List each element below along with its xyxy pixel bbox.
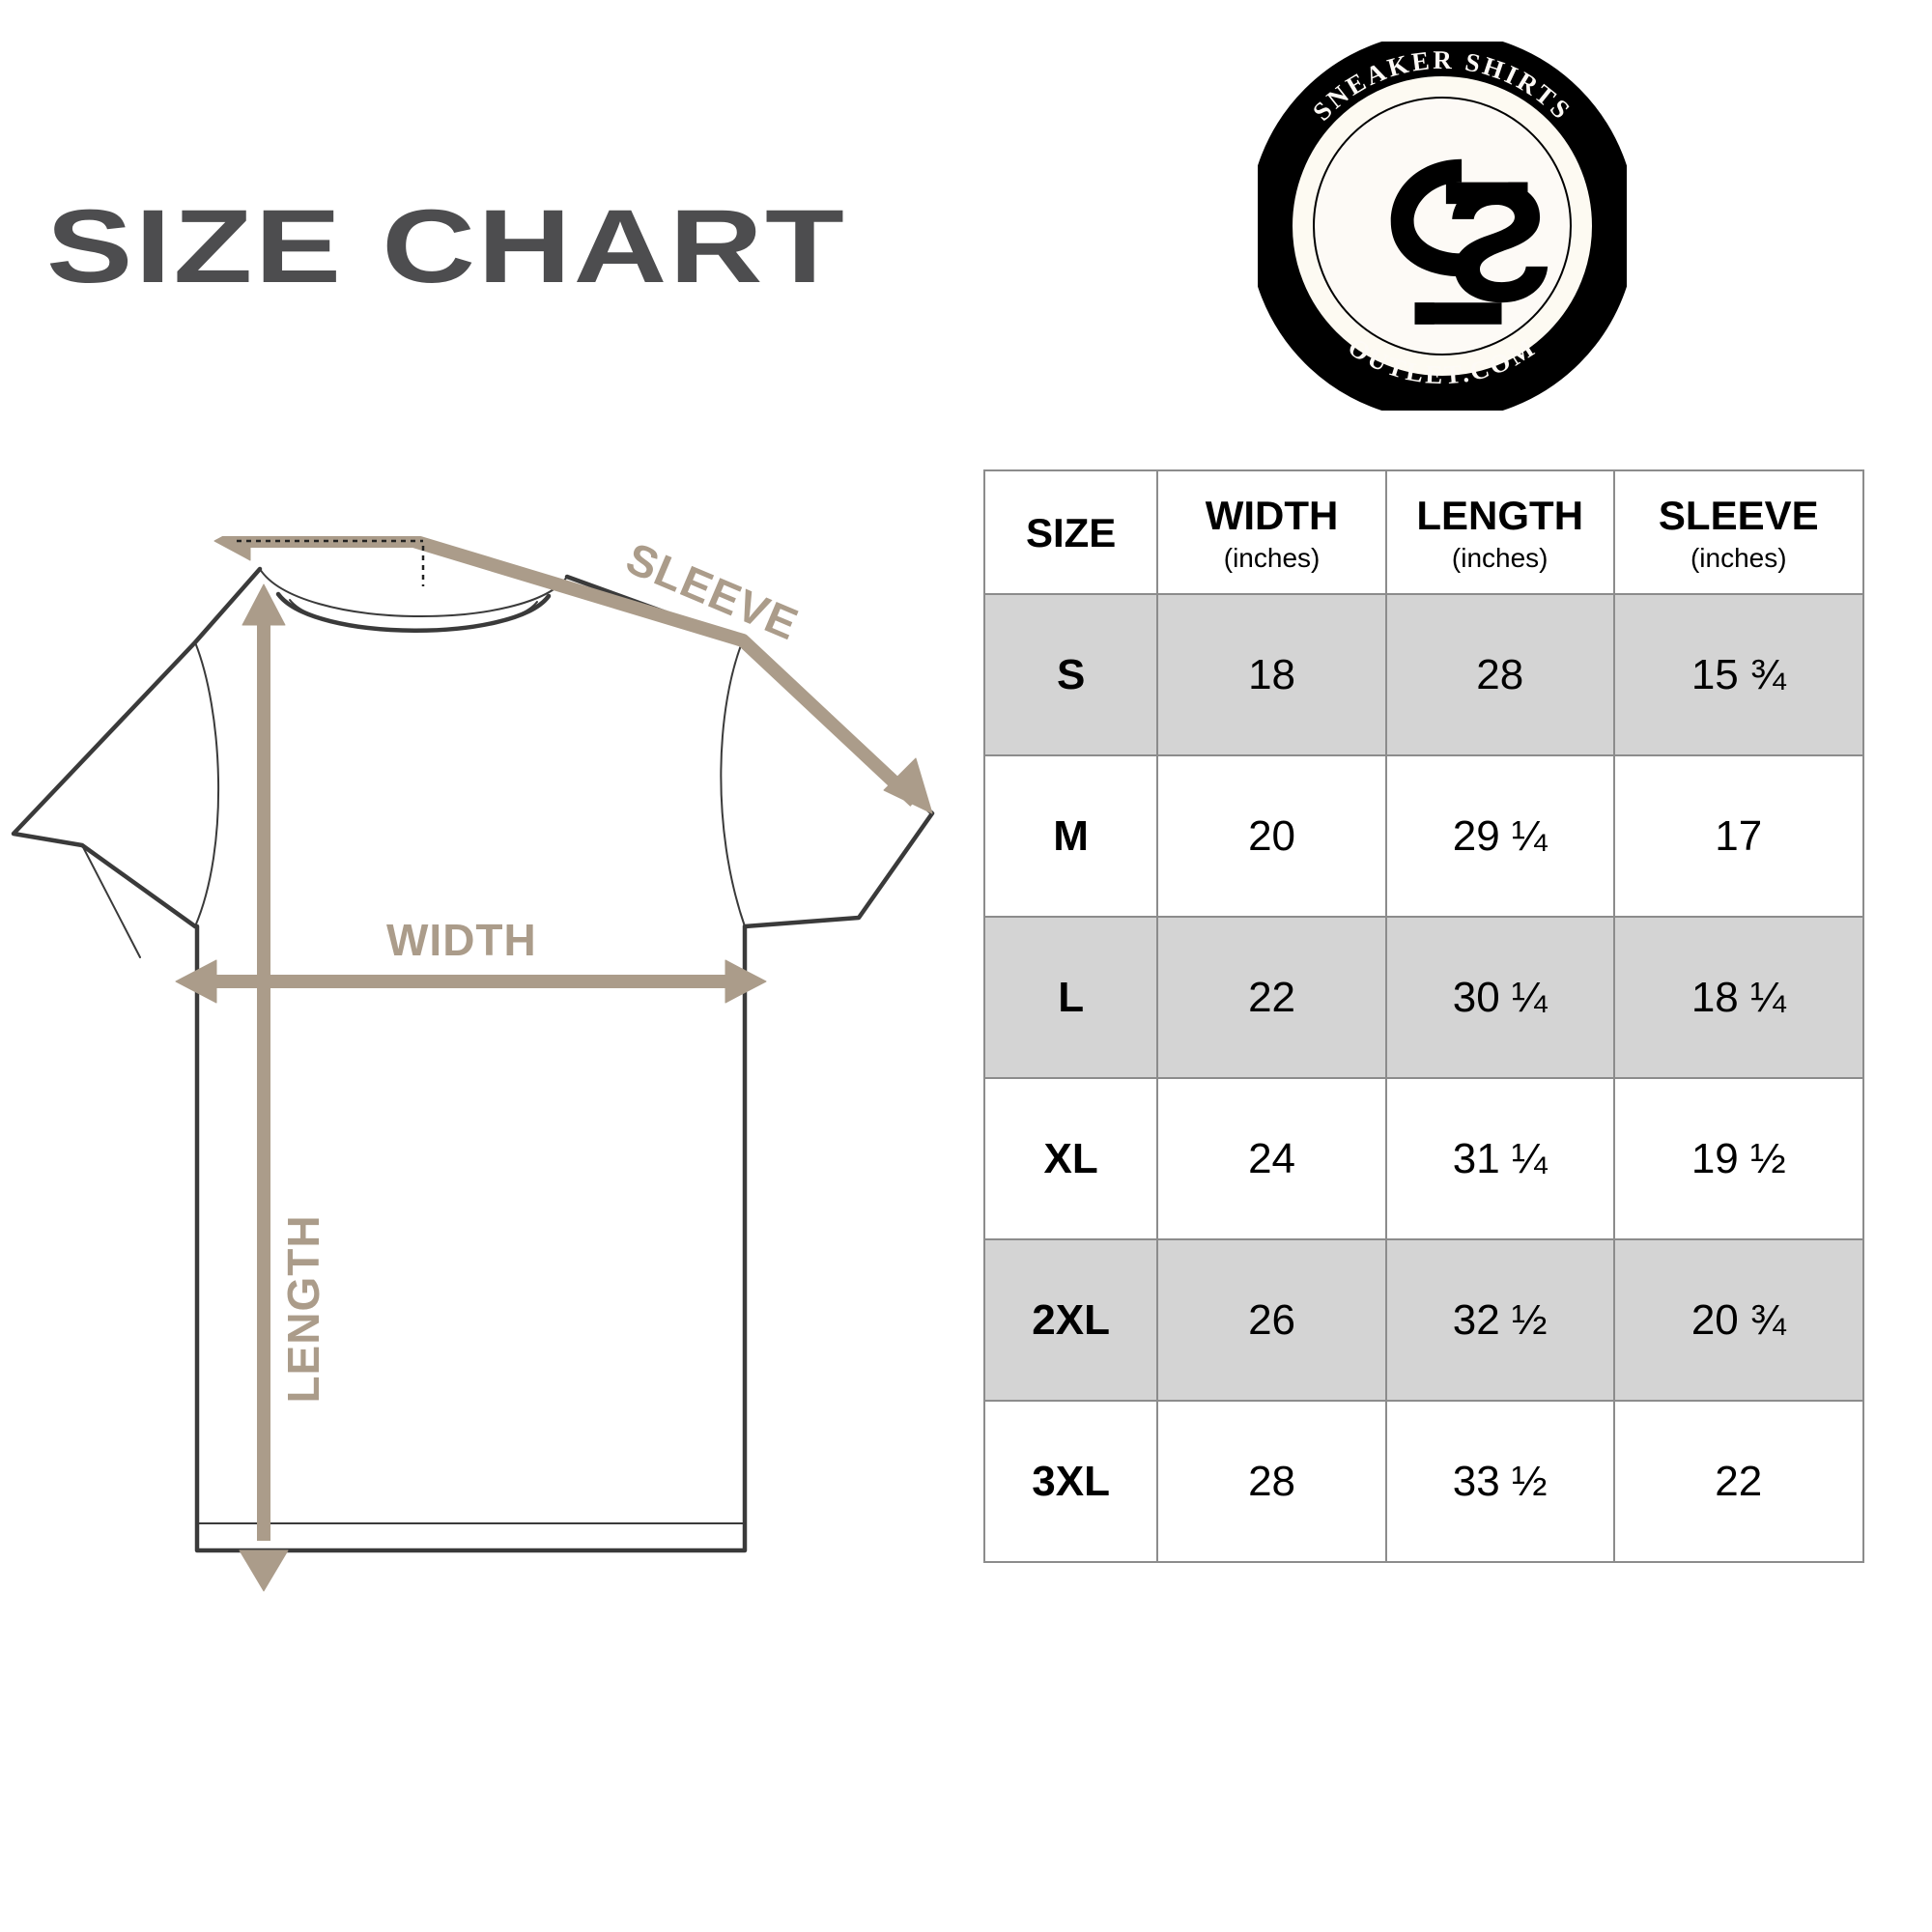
svg-text:LENGTH: LENGTH <box>278 1214 328 1403</box>
svg-text:WIDTH: WIDTH <box>386 915 537 965</box>
